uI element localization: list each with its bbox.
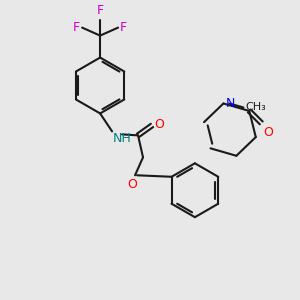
Text: O: O <box>263 126 273 139</box>
Text: CH₃: CH₃ <box>245 103 266 112</box>
Text: F: F <box>73 21 80 34</box>
Text: N: N <box>225 97 235 110</box>
Text: F: F <box>97 4 104 16</box>
Text: NH: NH <box>113 132 132 146</box>
Text: F: F <box>120 21 127 34</box>
Text: O: O <box>127 178 137 191</box>
Text: O: O <box>154 118 164 131</box>
